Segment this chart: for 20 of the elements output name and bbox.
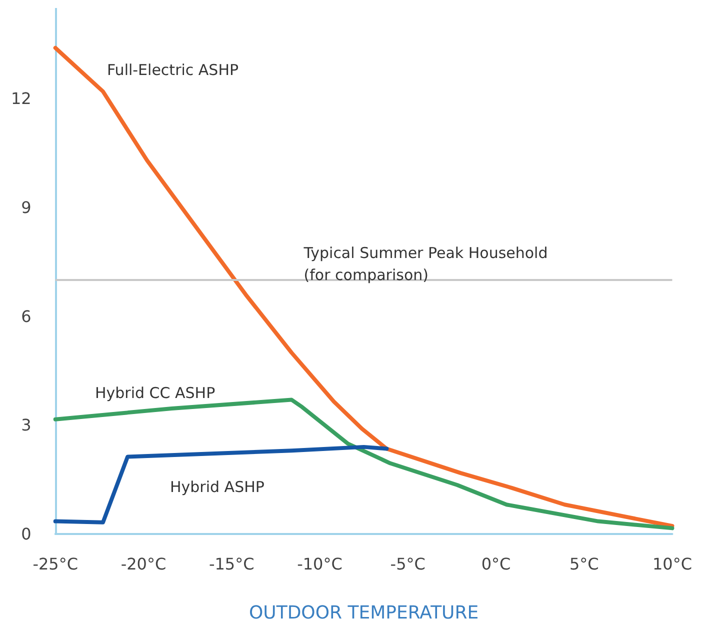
annotation: Full-Electric ASHP bbox=[107, 61, 239, 79]
y-tick-label: 0 bbox=[21, 524, 32, 544]
x-tick-label: -10°C bbox=[297, 554, 342, 574]
annotation: Hybrid ASHP bbox=[170, 478, 264, 496]
x-tick-label: -5°C bbox=[390, 554, 426, 574]
y-tick-label: 6 bbox=[21, 306, 32, 326]
annotation: Hybrid CC ASHP bbox=[95, 384, 216, 402]
ref-line-label: Typical Summer Peak Household (for comparison) bbox=[302, 244, 548, 284]
x-axis-title: OUTDOOR TEMPERATURE bbox=[248, 602, 479, 624]
x-tick-label: 10°C bbox=[652, 554, 692, 574]
y-tick-label: 9 bbox=[21, 198, 32, 218]
line-series bbox=[53, 46, 674, 528]
x-tick-label: -20°C bbox=[120, 554, 166, 574]
y-tick-label: 12 bbox=[11, 89, 32, 108]
y-tick-label: 3 bbox=[21, 416, 32, 435]
x-tick-label: 5°C bbox=[569, 554, 599, 574]
x-tick-label: -25°C bbox=[32, 554, 78, 574]
x-tick-label: 0°C bbox=[481, 554, 511, 574]
x-tick-label: -15°C bbox=[208, 554, 254, 574]
line-series bbox=[53, 444, 389, 524]
